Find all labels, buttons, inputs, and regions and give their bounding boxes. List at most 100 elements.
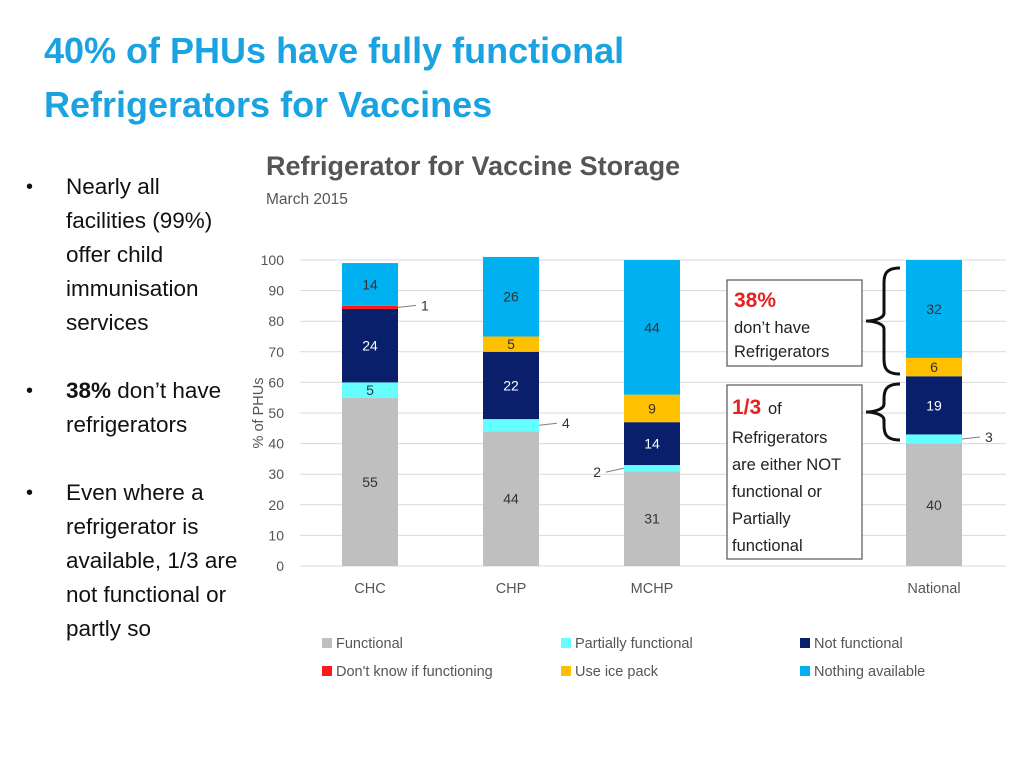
bar-segment: [483, 336, 539, 352]
annotation-highlight: 1/3: [732, 396, 761, 419]
data-label: 26: [503, 289, 519, 305]
data-label: 19: [926, 397, 942, 413]
data-label: 5: [366, 382, 374, 398]
bullet-text: Even where a refrigerator is available, …: [66, 480, 238, 641]
annotation-highlight: 38%: [734, 289, 776, 312]
bar-segment: [624, 422, 680, 466]
legend: Functional Partially functional Not functi…: [322, 636, 925, 680]
bullet-list: • Nearly all facilities (99%) offer child…: [26, 170, 241, 680]
bullet-text: Nearly all facilities (99%) offer child …: [66, 174, 213, 335]
leader-line: [538, 422, 558, 426]
bar-segment: [342, 308, 398, 383]
legend-label: Partially functional: [575, 636, 693, 652]
leader-line: [605, 467, 625, 473]
data-label: 3: [985, 429, 993, 445]
data-label: 14: [644, 436, 660, 452]
legend-swatch: [322, 638, 332, 648]
data-label: 32: [926, 301, 942, 317]
annotation-box: [726, 384, 863, 560]
data-label: 1: [421, 297, 429, 313]
annotation-text: functional: [732, 537, 803, 555]
y-tick-label: 40: [268, 436, 284, 452]
slide-title-line1: 40% of PHUs have fully functional: [44, 30, 625, 71]
annotation-text: Refrigerators: [732, 429, 827, 447]
bars: [342, 256, 962, 566]
bar-segment: [906, 260, 962, 358]
bar-segment: [624, 465, 680, 472]
data-label: 5: [507, 336, 515, 352]
leader-line: [961, 436, 981, 440]
annotation-text: of: [768, 400, 782, 418]
bar-segment: [342, 397, 398, 566]
data-label: 4: [562, 415, 570, 431]
bullet-bold: 38%: [66, 378, 112, 403]
x-category-label: CHP: [496, 581, 527, 597]
y-tick-label: 30: [268, 466, 284, 482]
data-label: 40: [926, 497, 942, 513]
legend-swatch: [800, 638, 810, 648]
y-tick-label: 20: [268, 497, 284, 513]
slide-title: 40% of PHUs have fully functional Refrig…: [44, 24, 744, 132]
chart-title: Refrigerator for Vaccine Storage: [266, 151, 680, 181]
data-label: 24: [362, 338, 378, 354]
y-tick-label: 10: [268, 527, 284, 543]
y-tick-label: 100: [261, 252, 285, 268]
leader-line: [397, 304, 417, 308]
data-label: 6: [930, 359, 938, 375]
legend-label: Nothing available: [814, 664, 925, 680]
annotation-text: are either NOT: [732, 456, 841, 474]
bar-segment: [624, 471, 680, 566]
bar-segment: [906, 376, 962, 435]
curly-brace-icon: [865, 266, 901, 376]
annotation-text: functional or: [732, 483, 822, 501]
data-label: 22: [503, 377, 519, 393]
bullet-item: • Nearly all facilities (99%) offer child…: [26, 170, 241, 340]
y-tick-label: 90: [268, 283, 284, 299]
annotation-text: don’t have: [734, 319, 810, 337]
slide-title-line2: Refrigerators for Vaccines: [44, 84, 493, 125]
bullet-dot-icon: •: [26, 176, 34, 198]
bullet-dot-icon: •: [26, 380, 34, 402]
y-tick-label: 60: [268, 374, 284, 390]
bullet-item: • 38% don’t have refrigerators: [26, 374, 241, 442]
y-tick-label: 50: [268, 405, 284, 421]
y-tick-label: 70: [268, 344, 284, 360]
bar-segment: [483, 419, 539, 432]
legend-swatch: [561, 666, 571, 676]
data-label: 44: [503, 491, 519, 507]
bar-segment: [342, 305, 398, 309]
bullet-text: don’t have refrigerators: [66, 378, 222, 437]
bar-segment: [624, 394, 680, 423]
annotations: 38% don’t have Refrigerators 1/3 of Refriger…: [726, 266, 901, 560]
legend-label: Use ice pack: [575, 664, 659, 680]
bar-segment: [906, 443, 962, 566]
bar-segment: [906, 434, 962, 444]
axes: 0 10 20 30 40 50 60 70 80 90 100 % of PHUs CHC CHP MCH…: [251, 252, 961, 597]
y-tick-label: 80: [268, 313, 284, 329]
legend-label: Functional: [336, 636, 403, 652]
bullet-dot-icon: •: [26, 482, 34, 504]
legend-label: Not functional: [814, 636, 903, 652]
data-label: 2: [593, 464, 601, 480]
bar-segment: [342, 263, 398, 306]
curly-brace-icon: [865, 382, 901, 442]
legend-label: Don't know if functioning: [336, 664, 493, 680]
annotation-text: Partially: [732, 510, 791, 528]
annotation-text: Refrigerators: [734, 343, 829, 361]
bar-segment: [342, 382, 398, 398]
bar-segment: [906, 357, 962, 377]
bar-segment: [483, 351, 539, 420]
legend-swatch: [800, 666, 810, 676]
bar-segment: [483, 431, 539, 566]
data-label: 55: [362, 474, 378, 490]
legend-swatch: [561, 638, 571, 648]
data-label: 9: [648, 400, 656, 416]
legend-swatch: [322, 666, 332, 676]
annotation-box: [726, 279, 863, 367]
y-tick-label: 0: [276, 558, 284, 574]
data-label: 44: [644, 319, 660, 335]
chart-subtitle: March 2015: [266, 191, 348, 208]
bar-segment: [624, 260, 680, 395]
